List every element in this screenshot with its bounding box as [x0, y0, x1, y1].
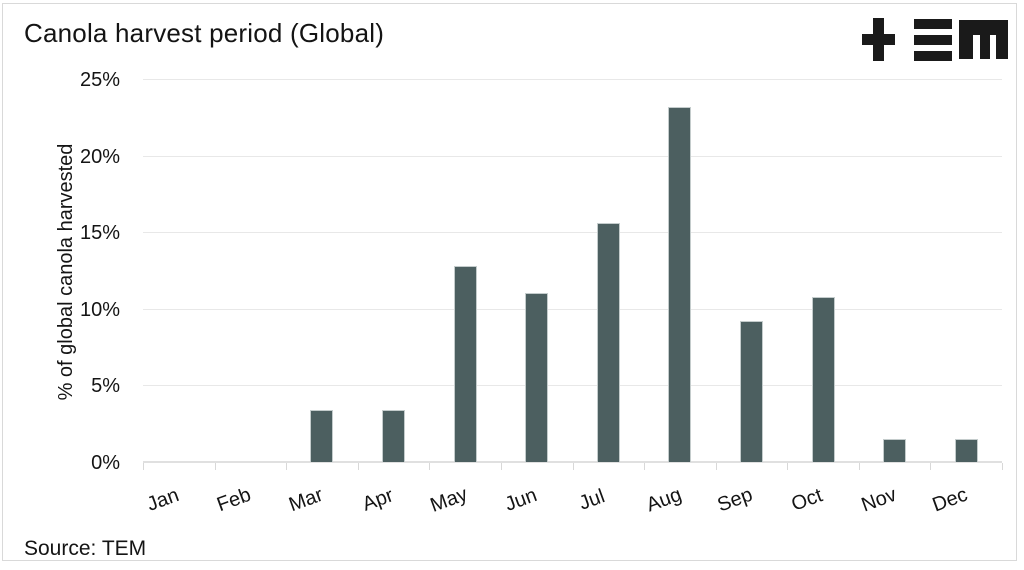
x-tick-label-oct: Oct	[788, 484, 826, 516]
x-tick-label-sep: Sep	[714, 483, 756, 517]
bar-jul	[596, 223, 620, 462]
x-tick-mark	[143, 463, 144, 470]
x-tick-label-aug: Aug	[643, 483, 685, 517]
x-tick-label-jul: Jul	[576, 485, 609, 515]
x-tick-label-apr: Apr	[359, 484, 396, 516]
x-tick-label-nov: Nov	[858, 483, 900, 517]
x-tick-label-feb: Feb	[214, 483, 255, 517]
bar-dec	[954, 439, 978, 462]
bar-may	[453, 265, 477, 462]
x-tick-label-dec: Dec	[929, 483, 971, 517]
tem-logo	[862, 18, 1008, 61]
bar-mar	[310, 409, 334, 462]
y-tick-label-0: 0%	[91, 452, 120, 474]
plus-icon	[862, 18, 895, 61]
x-tick-mark	[930, 463, 932, 470]
y-tick-label-25: 25%	[79, 69, 120, 91]
bar-apr	[382, 409, 406, 462]
x-tick-mark	[787, 463, 789, 470]
x-tick-mark	[357, 463, 359, 470]
bar-sep	[739, 321, 763, 462]
bar-jun	[525, 293, 549, 462]
canvas-frame	[2, 3, 1017, 561]
x-tick-label-mar: Mar	[285, 483, 326, 517]
x-tick-mark	[572, 463, 574, 470]
x-tick-label-jun: Jun	[501, 484, 540, 516]
triple-bar-icon	[914, 19, 952, 61]
y-tick-label-20: 20%	[79, 145, 120, 168]
x-tick-label-jan: Jan	[143, 484, 182, 516]
x-tick-label-may: May	[427, 483, 471, 517]
gridline-10	[143, 308, 1002, 310]
x-axis-line	[143, 461, 1002, 463]
y-tick-label-10: 10%	[79, 298, 120, 321]
bar-oct	[811, 296, 835, 462]
x-tick-mark	[644, 463, 646, 470]
gridline-15	[143, 232, 1002, 234]
square-m-icon	[959, 20, 1008, 59]
y-tick-label-5: 5%	[91, 375, 120, 398]
gridline-25	[143, 79, 1002, 80]
x-tick-mark	[858, 463, 860, 470]
chart-title: Canola harvest period (Global)	[24, 18, 385, 48]
x-tick-mark	[500, 463, 502, 470]
x-tick-mark	[715, 463, 717, 470]
bar-aug	[668, 106, 692, 462]
gridline-5	[143, 385, 1002, 387]
x-tick-mark	[214, 463, 216, 470]
x-tick-mark	[286, 463, 288, 470]
x-tick-mark	[429, 463, 431, 470]
y-tick-label-15: 15%	[79, 222, 120, 245]
gridline-20	[143, 155, 1002, 157]
bar-nov	[883, 439, 907, 462]
x-tick-mark	[1002, 463, 1003, 470]
source-note: Source: TEM	[24, 537, 147, 560]
